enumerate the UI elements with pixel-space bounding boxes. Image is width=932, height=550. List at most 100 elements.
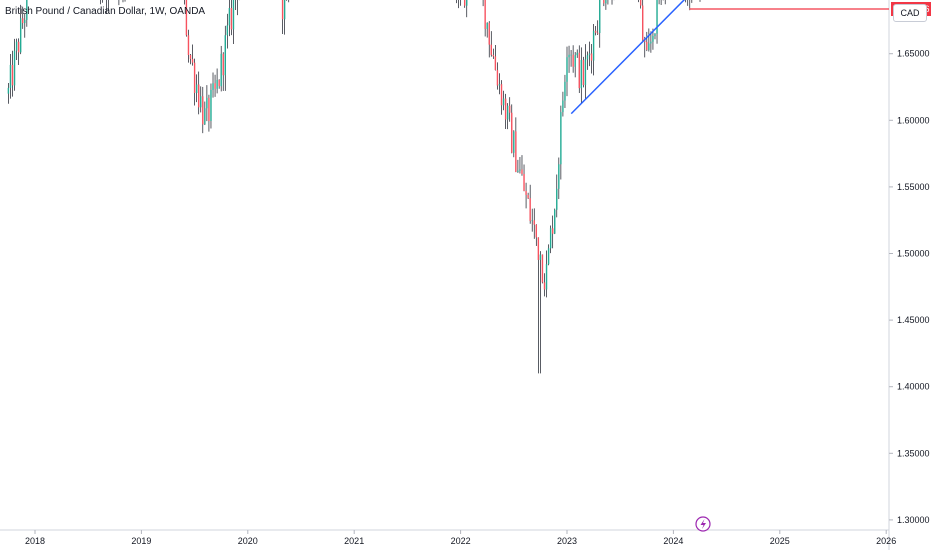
candle-body (648, 43, 650, 50)
y-tick-label: 1.30000 (897, 515, 930, 525)
candle-body (523, 173, 525, 191)
candle-body (590, 53, 593, 61)
candle-body (656, 0, 658, 34)
candle-body (283, 0, 286, 20)
candle-body (642, 5, 644, 41)
candle-body (504, 98, 507, 120)
candle-body (513, 131, 515, 153)
chart-title: British Pound / Canadian Dollar, 1W, OAN… (5, 6, 206, 17)
candle-body (506, 105, 509, 120)
candle-body (519, 169, 521, 171)
y-tick-label: 1.55000 (897, 182, 930, 192)
x-tick-label: 2019 (131, 536, 151, 546)
candle-body (541, 254, 544, 283)
x-tick-label: 2022 (451, 536, 471, 546)
candle-body (554, 209, 556, 234)
candle-body (7, 87, 10, 94)
candle-body (494, 56, 497, 71)
candle-body (556, 188, 558, 210)
trendline[interactable] (570, 0, 740, 115)
candle-body (486, 22, 488, 29)
candle-body (644, 40, 646, 42)
candle-body (584, 59, 587, 86)
candle-body (574, 55, 576, 67)
candle-body (208, 97, 210, 121)
candle-body (498, 84, 501, 86)
candle-body (566, 57, 568, 82)
x-tick-label: 2026 (876, 536, 896, 546)
candle-body (605, 0, 607, 4)
candle-body (558, 164, 560, 189)
candle-body (543, 282, 546, 290)
candle-body (216, 80, 218, 89)
candle-body (17, 41, 20, 53)
candle-body (19, 18, 22, 53)
candle-body (197, 84, 200, 108)
candle-body (189, 55, 192, 60)
candle-body (484, 0, 486, 29)
candle-body (592, 30, 595, 61)
candle-body (537, 237, 540, 260)
candle-body (230, 8, 233, 30)
candle-body (564, 81, 566, 101)
currency-button[interactable]: CAD (893, 4, 927, 22)
candle-body (535, 224, 538, 238)
candle-body (210, 89, 212, 121)
candle-body (639, 0, 642, 6)
candle-body (517, 170, 519, 172)
candle-body (281, 0, 284, 20)
candle-body (652, 35, 654, 42)
candle-body (654, 33, 656, 36)
candle-body (560, 112, 562, 165)
candle-body (222, 53, 224, 76)
candles-group (7, 0, 701, 374)
candle-body (206, 97, 208, 109)
candle-body (562, 100, 564, 113)
x-tick-label: 2023 (557, 536, 577, 546)
y-tick-label: 1.35000 (897, 448, 930, 458)
candle-body (551, 228, 554, 234)
candle-body (646, 41, 648, 50)
x-tick-label: 2018 (25, 536, 45, 546)
candle-body (24, 19, 26, 24)
candle-body (539, 254, 542, 260)
candle-body (549, 228, 552, 249)
candle-body (185, 0, 188, 36)
candle-body (582, 60, 585, 86)
candle-body (502, 98, 505, 106)
candle-body (529, 198, 531, 221)
candle-body (496, 70, 499, 86)
candle-body (218, 80, 220, 87)
candle-body (214, 83, 216, 89)
candle-body (596, 32, 599, 34)
candle-body (580, 60, 583, 89)
candle-body (545, 264, 548, 290)
x-tick-label: 2020 (238, 536, 258, 546)
candle-body (11, 64, 14, 86)
candle-body (588, 53, 591, 56)
candle-body (466, 0, 468, 6)
candle-body (521, 169, 523, 174)
candle-body (232, 0, 235, 30)
y-tick-label: 1.60000 (897, 115, 930, 125)
candle-body (200, 96, 202, 108)
candle-body (204, 108, 206, 125)
candle-body (603, 0, 605, 4)
candle-body (570, 54, 572, 56)
candle-body (191, 59, 194, 63)
candle-body (578, 52, 580, 89)
candle-body (195, 84, 198, 93)
candle-body (226, 25, 229, 36)
candle-body (228, 8, 231, 26)
candle-body (531, 220, 533, 222)
candle-body (525, 190, 527, 195)
candle-body (568, 54, 570, 58)
candle-body (26, 0, 28, 20)
x-tick-label: 2024 (663, 536, 683, 546)
y-tick-label: 1.40000 (897, 382, 930, 392)
candle-body (490, 44, 492, 55)
candle-body (15, 41, 18, 51)
candle-body (547, 248, 550, 265)
candle-body (463, 0, 466, 6)
